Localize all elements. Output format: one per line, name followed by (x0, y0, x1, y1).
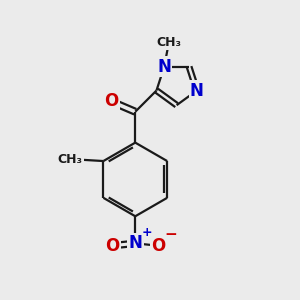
Text: O: O (104, 92, 118, 110)
Text: N: N (157, 58, 171, 76)
Text: N: N (190, 82, 204, 100)
Text: CH₃: CH₃ (156, 36, 181, 49)
Text: O: O (151, 237, 165, 255)
Text: CH₃: CH₃ (58, 153, 82, 166)
Text: O: O (105, 237, 119, 255)
Text: N: N (128, 234, 142, 252)
Text: +: + (141, 226, 152, 239)
Text: −: − (165, 227, 178, 242)
